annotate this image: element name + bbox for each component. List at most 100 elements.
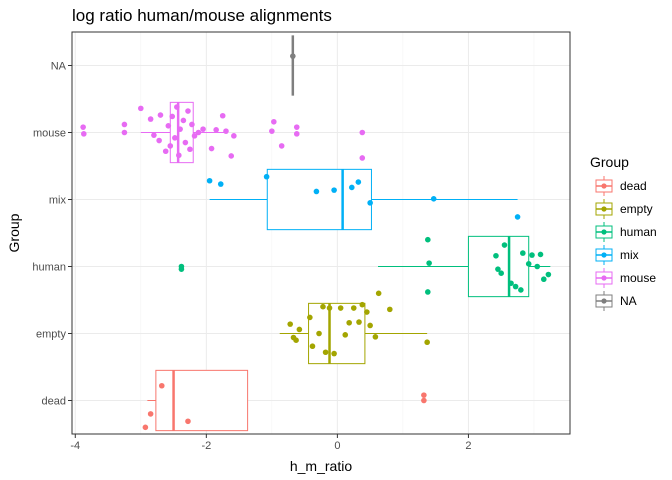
point-empty — [337, 305, 344, 311]
chart-title: log ratio human/mouse alignments — [72, 6, 332, 25]
y-tick-label: human — [32, 262, 66, 274]
point-empty — [424, 339, 430, 346]
point-mouse — [165, 123, 172, 129]
y-tick-label: NA — [51, 61, 67, 73]
point-empty — [293, 337, 299, 344]
point-dead — [185, 418, 191, 425]
panel-background — [72, 32, 570, 434]
point-mix — [331, 187, 337, 193]
point-mouse — [162, 148, 169, 155]
point-mouse — [208, 145, 215, 152]
point-mouse — [223, 128, 229, 134]
iqr-box — [169, 101, 194, 164]
point-mouse — [200, 126, 206, 132]
point-mouse — [157, 112, 164, 118]
point-empty — [342, 332, 349, 338]
legend-key-point — [601, 275, 607, 281]
point-mouse — [167, 143, 174, 149]
point-human — [518, 287, 524, 293]
point-human — [425, 289, 431, 295]
point-human — [534, 263, 541, 270]
legend-label: mix — [620, 248, 639, 262]
legend-label: human — [620, 225, 657, 239]
legend-title: Group — [590, 154, 629, 170]
point-empty — [387, 306, 393, 313]
point-human — [498, 270, 504, 277]
point-mouse — [271, 118, 277, 125]
point-mouse — [359, 155, 366, 161]
point-mouse — [176, 152, 182, 159]
x-tick-label: 2 — [465, 440, 471, 452]
point-mouse — [293, 124, 300, 130]
point-human — [178, 266, 185, 272]
point-human — [525, 261, 532, 267]
point-empty — [322, 349, 329, 356]
x-tick-label: -4 — [70, 440, 80, 452]
point-mouse — [147, 116, 154, 122]
point-human — [426, 260, 432, 266]
iqr-box — [266, 168, 372, 231]
point-mouse — [231, 133, 237, 139]
point-mouse — [219, 112, 226, 119]
point-mouse — [182, 139, 189, 146]
point-human — [495, 266, 501, 272]
point-dead — [142, 424, 149, 431]
point-mouse — [278, 143, 285, 149]
point-empty — [316, 330, 322, 337]
point-mouse — [187, 146, 193, 153]
points-layer — [80, 53, 552, 431]
point-NA — [290, 53, 296, 59]
point-mix — [206, 177, 213, 184]
point-mouse — [195, 129, 202, 136]
legend-entry-mix: mix — [595, 245, 639, 265]
point-empty — [350, 305, 357, 311]
point-dead — [147, 411, 154, 417]
point-mouse — [359, 129, 366, 136]
y-tick-label: mix — [49, 195, 67, 207]
point-mouse — [228, 153, 235, 159]
point-mix — [355, 179, 362, 185]
legend-label: dead — [620, 179, 647, 193]
point-human — [425, 236, 431, 243]
point-mouse — [172, 135, 178, 141]
point-human — [508, 280, 514, 287]
panel-border — [71, 31, 571, 435]
point-mix — [430, 196, 437, 202]
legend-entry-NA: NA — [595, 291, 637, 311]
plot-panel — [71, 31, 571, 435]
point-empty — [326, 305, 333, 311]
y-tick-label: empty — [36, 329, 66, 341]
point-human — [501, 242, 508, 248]
point-mouse — [121, 129, 128, 136]
point-human — [493, 252, 499, 259]
point-human — [520, 250, 526, 256]
y-axis-title: Group — [6, 213, 22, 252]
point-human — [512, 283, 519, 290]
legend-key-point — [601, 298, 607, 304]
point-mouse — [80, 124, 86, 130]
y-tick-label: mouse — [33, 128, 66, 140]
point-empty — [375, 290, 382, 297]
legend-key-point — [601, 229, 607, 235]
point-mouse — [293, 131, 300, 137]
point-empty — [309, 343, 316, 350]
point-mix — [514, 214, 521, 220]
point-human — [545, 271, 552, 278]
point-empty — [296, 326, 303, 333]
point-mix — [263, 173, 270, 180]
point-empty — [367, 322, 373, 329]
x-tick-label: -2 — [201, 440, 211, 452]
point-human — [537, 251, 544, 258]
point-empty — [307, 314, 313, 321]
point-dead — [158, 382, 165, 389]
legend-key-point — [601, 183, 607, 189]
legend-entry-dead: dead — [595, 176, 647, 196]
point-mix — [348, 184, 355, 191]
x-axis-title: h_m_ratio — [290, 458, 352, 474]
point-mouse — [191, 133, 198, 139]
legend-label: empty — [620, 202, 653, 216]
point-mouse — [138, 105, 144, 112]
y-tick-label: dead — [42, 396, 66, 408]
point-mouse — [174, 104, 180, 110]
